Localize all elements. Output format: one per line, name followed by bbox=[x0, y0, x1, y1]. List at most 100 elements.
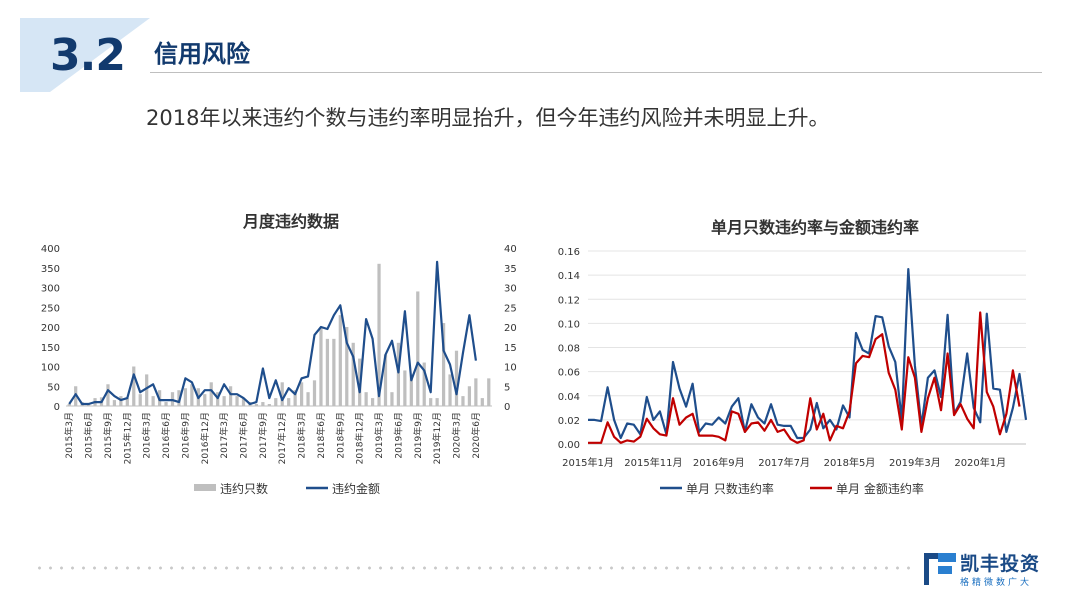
bar bbox=[332, 338, 336, 406]
bar bbox=[254, 404, 259, 406]
x-tick-label: 2017年9月 bbox=[257, 412, 269, 459]
bar bbox=[67, 404, 71, 406]
x-tick-label: 2019年12月 bbox=[431, 412, 443, 464]
y-right-tick-label: 25 bbox=[504, 303, 517, 314]
section-title: 信用风险 bbox=[154, 40, 250, 68]
monthly-default-chart: 月度违约数据 0 50 100 150 200 250 300 350 400 0 5 10 15 20 25… bbox=[30, 205, 540, 505]
bar bbox=[487, 378, 491, 406]
x-tick-label: 2019年3月 bbox=[373, 412, 385, 459]
x-tick-label: 2017年6月 bbox=[238, 412, 250, 459]
y-right-tick-label: 0 bbox=[504, 402, 510, 413]
bar bbox=[325, 338, 330, 406]
section-header-shape bbox=[20, 18, 150, 92]
x-tick-label: 2018年9月 bbox=[334, 412, 346, 459]
x-tick-label: 2015年9月 bbox=[102, 412, 114, 459]
y-left-tick-label: 100 bbox=[41, 363, 60, 374]
y-left-tick-label: 350 bbox=[41, 264, 60, 275]
x-tick-label: 2019年6月 bbox=[392, 412, 404, 459]
bar bbox=[190, 384, 194, 406]
bar bbox=[145, 374, 149, 406]
bar bbox=[345, 327, 349, 406]
bar bbox=[222, 396, 226, 406]
bar bbox=[312, 380, 317, 406]
bar bbox=[403, 370, 407, 406]
bar bbox=[261, 402, 265, 406]
x-tick-label: 2017年7月 bbox=[758, 456, 810, 469]
y-right-tick-label: 15 bbox=[504, 343, 517, 354]
y-left-tick-label: 150 bbox=[41, 343, 60, 354]
y-tick-label: 0.16 bbox=[558, 247, 580, 258]
bar bbox=[461, 396, 465, 406]
bar bbox=[454, 350, 459, 406]
bar bbox=[467, 386, 472, 406]
bar bbox=[319, 327, 323, 406]
chart-title: 单月只数违约率与金额违约率 bbox=[711, 218, 919, 237]
x-tick-label: 2017年3月 bbox=[218, 412, 230, 459]
bar bbox=[235, 396, 239, 406]
bar bbox=[351, 342, 355, 406]
y-tick-label: 0.12 bbox=[558, 295, 580, 306]
y-tick-label: 0.00 bbox=[558, 440, 580, 451]
bar bbox=[125, 398, 129, 406]
bar bbox=[280, 382, 284, 406]
section-number: 3.2 bbox=[50, 30, 126, 81]
default-rate-chart-svg: 单月只数违约率与金额违约率 0.00 0.02 0.04 0.06 0.08 0.10 0.1… bbox=[558, 218, 1028, 496]
y-left-tick-label: 400 bbox=[41, 244, 60, 255]
y-tick-label: 0.06 bbox=[558, 368, 580, 379]
bar bbox=[480, 398, 484, 406]
x-tick-label: 2015年12月 bbox=[121, 412, 133, 464]
x-tick-label: 2016年12月 bbox=[199, 412, 211, 464]
logo-slogan: 格精微数广大 bbox=[960, 578, 1033, 588]
bar bbox=[390, 392, 394, 406]
bar bbox=[435, 398, 439, 406]
monthly-default-chart-svg: 月度违约数据 0 50 100 150 200 250 300 350 400 0 5 10 15 20 25… bbox=[41, 212, 517, 496]
x-tick-label: 2018年6月 bbox=[315, 412, 327, 459]
logo-mark-icon bbox=[924, 553, 956, 585]
legend-label: 单月 只数违约率 bbox=[686, 481, 774, 496]
bar bbox=[299, 382, 304, 406]
y-tick-label: 0.04 bbox=[558, 392, 580, 403]
bar bbox=[422, 362, 426, 406]
y-tick-label: 0.10 bbox=[558, 319, 580, 330]
page-subtitle: 2018年以来违约个数与违约率明显抬升，但今年违约风险并未明显上升。 bbox=[146, 106, 830, 130]
bar bbox=[409, 374, 413, 406]
series-line-amount-rate bbox=[588, 311, 1021, 444]
x-tick-label: 2020年1月 bbox=[954, 456, 1006, 469]
bar bbox=[416, 291, 420, 406]
y-right-tick-label: 5 bbox=[504, 382, 510, 393]
logo-name: 凯丰投资 bbox=[960, 553, 1041, 575]
y-left-tick-label: 50 bbox=[47, 382, 60, 393]
bar bbox=[377, 263, 381, 406]
x-tick-label: 2017年12月 bbox=[276, 412, 288, 464]
bar bbox=[138, 394, 142, 406]
y-right-tick-label: 40 bbox=[504, 244, 517, 255]
legend-label: 违约只数 bbox=[220, 481, 268, 496]
x-tick-label: 2020年3月 bbox=[451, 412, 463, 459]
y-right-tick-label: 30 bbox=[504, 284, 517, 295]
x-tick-label: 2018年5月 bbox=[824, 456, 876, 469]
x-tick-label: 2018年3月 bbox=[296, 412, 308, 459]
bar bbox=[183, 388, 188, 406]
y-left-tick-label: 250 bbox=[41, 303, 60, 314]
bar bbox=[293, 390, 297, 406]
y-left-tick-label: 0 bbox=[54, 402, 60, 413]
bar bbox=[112, 400, 117, 406]
y-tick-label: 0.02 bbox=[558, 416, 580, 427]
legend-swatch-bars bbox=[194, 484, 216, 491]
x-tick-label: 2015年11月 bbox=[624, 456, 682, 469]
x-tick-label: 2016年9月 bbox=[179, 412, 191, 459]
bar bbox=[306, 392, 310, 406]
bar bbox=[429, 398, 433, 406]
bar bbox=[441, 323, 446, 406]
legend-label: 单月 金额违约率 bbox=[836, 481, 924, 496]
x-tick-label: 2015年6月 bbox=[83, 412, 95, 459]
y-left-tick-label: 300 bbox=[41, 284, 60, 295]
bar bbox=[132, 366, 136, 406]
y-tick-label: 0.14 bbox=[558, 271, 580, 282]
bar bbox=[474, 378, 478, 406]
bar bbox=[209, 382, 213, 406]
x-tick-label: 2016年9月 bbox=[693, 456, 745, 469]
bar bbox=[241, 398, 246, 406]
bar bbox=[164, 402, 168, 406]
bar bbox=[396, 342, 401, 406]
